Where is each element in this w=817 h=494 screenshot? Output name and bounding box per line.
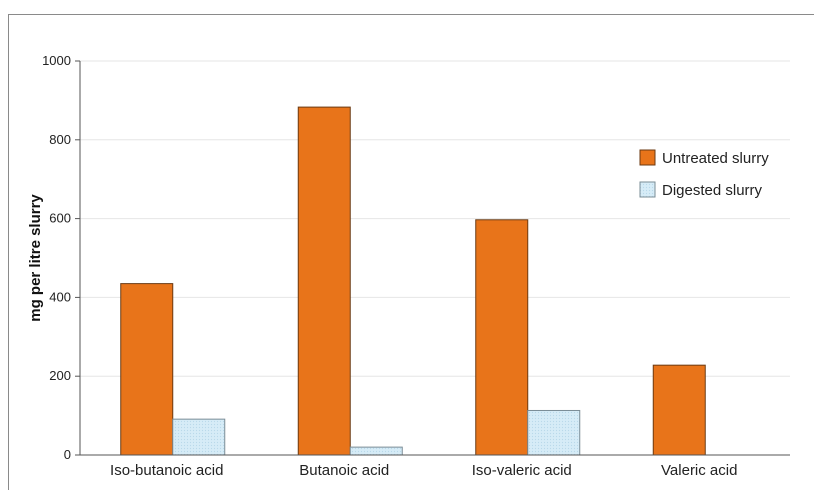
legend-label-digested: Digested slurry xyxy=(662,182,763,199)
bar-untreated-3 xyxy=(653,365,705,455)
y-tick-label: 600 xyxy=(49,211,71,226)
y-tick-label: 0 xyxy=(64,447,71,462)
y-tick-label: 400 xyxy=(49,289,71,304)
grid-lines xyxy=(80,61,790,376)
y-tick-label: 1000 xyxy=(42,53,71,68)
x-category-label: Iso-butanoic acid xyxy=(110,462,223,479)
legend-label-untreated: Untreated slurry xyxy=(662,150,769,167)
legend: Untreated slurry Digested slurry xyxy=(640,150,769,199)
bar-untreated-1 xyxy=(298,107,350,455)
x-category-label: Valeric acid xyxy=(661,462,737,479)
bar-untreated-0 xyxy=(121,284,173,455)
x-category-label: Butanoic acid xyxy=(299,462,389,479)
bar-digested-1 xyxy=(350,447,402,455)
y-axis-title: mg per litre slurry xyxy=(27,194,44,322)
bar-digested-0 xyxy=(173,419,225,455)
y-tick-label: 800 xyxy=(49,132,71,147)
bar-untreated-2 xyxy=(476,220,528,455)
bar-digested-2 xyxy=(528,410,580,455)
y-tick-label: 200 xyxy=(49,368,71,383)
bars xyxy=(121,107,706,455)
x-category-label: Iso-valeric acid xyxy=(472,462,572,479)
legend-swatch-digested xyxy=(640,182,655,197)
legend-swatch-untreated xyxy=(640,150,655,165)
